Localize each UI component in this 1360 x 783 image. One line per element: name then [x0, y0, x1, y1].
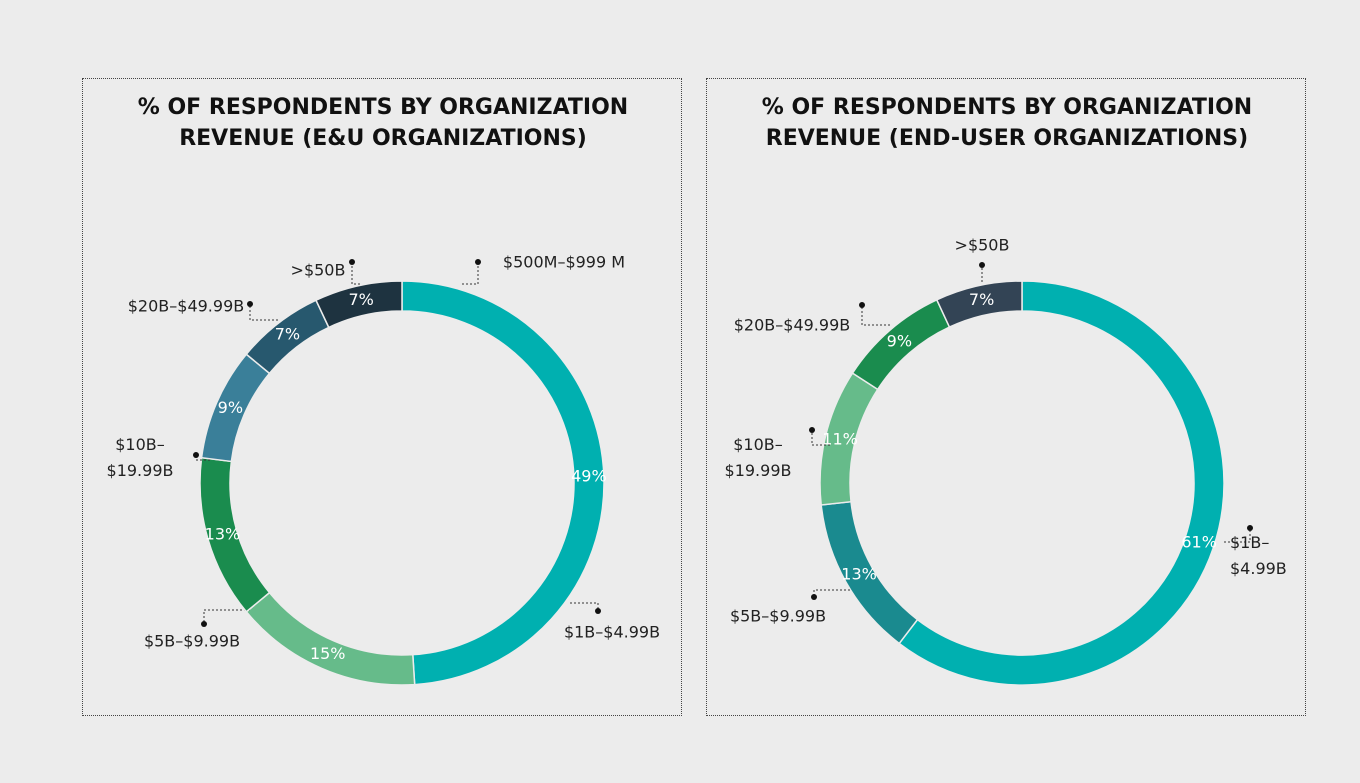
category-label: $20B–$49.99B [128, 297, 244, 316]
value-label: 13% [841, 564, 877, 583]
value-label: 13% [205, 525, 241, 544]
panel [82, 78, 682, 716]
value-label: 9% [887, 331, 912, 350]
leader-dot [595, 608, 601, 614]
value-label: 7% [275, 325, 300, 344]
leader-line [249, 304, 278, 321]
value-label: 11% [822, 429, 858, 448]
category-label: $5B–$9.99B [144, 632, 240, 651]
chart-title: % OF RESPONDENTS BY ORGANIZATION REVENUE… [761, 95, 1253, 151]
leader-line [351, 262, 360, 285]
category-label: >$50B [291, 261, 346, 280]
leader-dot [349, 259, 355, 265]
donut-segment [935, 280, 1023, 329]
value-label: 49% [571, 467, 607, 486]
donut-segment [314, 280, 403, 329]
donut-segment [898, 280, 1225, 686]
category-label: $1B–$4.99B [1230, 533, 1287, 578]
category-label: $10B– $19.99B [725, 435, 792, 480]
category-label: $5B–$9.99B [730, 607, 826, 626]
leader-line [861, 305, 890, 326]
leader-line [811, 430, 830, 446]
leader-dot [1247, 525, 1253, 531]
leader-dot [475, 259, 481, 265]
donut-segment [245, 591, 416, 686]
value-label: 9% [218, 398, 243, 417]
category-label: $500M–$999 M [503, 253, 625, 272]
leader-line [813, 589, 850, 597]
leader-dot [859, 302, 865, 308]
panel [706, 78, 1306, 716]
leader-dot [247, 301, 253, 307]
leader-line [462, 262, 479, 285]
leader-dot [979, 262, 985, 268]
value-label: 61% [1181, 532, 1217, 551]
value-label: 7% [349, 290, 374, 309]
leader-line [570, 602, 599, 611]
value-label: 7% [969, 290, 994, 309]
leader-line [203, 609, 250, 624]
leader-dot [193, 452, 199, 458]
leader-dot [809, 427, 815, 433]
category-label: >$50B [955, 236, 1010, 255]
chart-title: % OF RESPONDENTS BY ORGANIZATION REVENUE… [137, 95, 629, 151]
leader-dot [811, 594, 817, 600]
leader-dot [201, 621, 207, 627]
category-label: $1B–$4.99B [564, 623, 660, 642]
category-label: $10B– $19.99B [107, 435, 174, 480]
leader-line [1224, 528, 1251, 543]
category-label: $20B–$49.99B [734, 316, 850, 335]
value-label: 15% [310, 644, 346, 663]
